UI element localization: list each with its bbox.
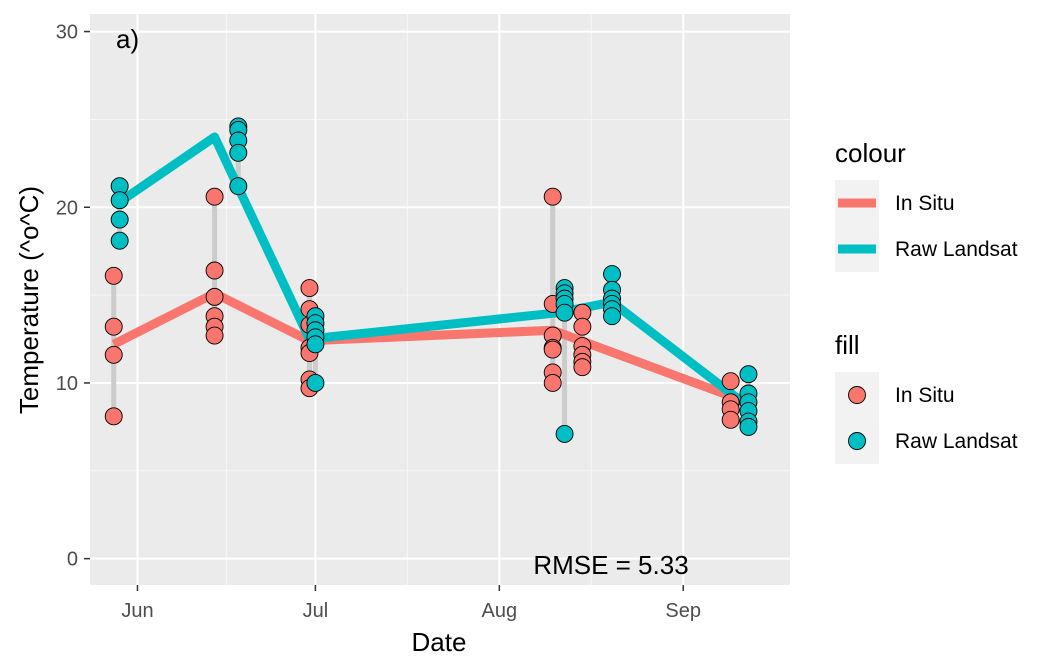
data-point-raw-landsat	[603, 307, 621, 326]
data-point-in-situ	[104, 345, 123, 364]
data-point-in-situ	[205, 326, 224, 345]
legend: colour In Situ Raw Landsat fill In Situ Raw L…	[835, 138, 1018, 464]
legend-label: Raw Landsat	[895, 238, 1018, 261]
data-points	[104, 117, 758, 443]
x-axis-title: Date	[412, 627, 467, 657]
data-point-raw-landsat	[603, 265, 621, 283]
data-point-raw-landsat	[739, 365, 758, 384]
data-point-in-situ	[573, 317, 592, 336]
data-point-raw-landsat	[229, 177, 248, 196]
y-axis-title: Temperature (^o^C)	[14, 186, 44, 414]
data-point-raw-landsat	[306, 335, 325, 354]
legend-label: In Situ	[895, 384, 955, 407]
legend-label: In Situ	[895, 192, 955, 215]
y-tick-labels: 0 10 20 30	[56, 22, 78, 571]
x-tick-label: Jul	[303, 600, 329, 622]
data-point-in-situ	[104, 266, 123, 285]
data-point-in-situ	[104, 317, 123, 336]
panel-tag: a)	[116, 24, 139, 54]
series-line-raw-landsat	[117, 132, 746, 406]
legend-title: colour	[835, 138, 906, 168]
data-point-raw-landsat	[306, 374, 325, 392]
legend-title: fill	[835, 330, 860, 360]
data-point-raw-landsat	[739, 417, 758, 436]
data-point-in-situ	[104, 407, 123, 426]
legend-point-swatch	[848, 432, 866, 450]
data-point-in-situ	[205, 287, 224, 306]
data-point-in-situ	[205, 187, 224, 206]
data-point-raw-landsat	[229, 143, 248, 162]
data-point-in-situ	[721, 372, 740, 391]
data-point-in-situ	[721, 410, 740, 429]
data-point-in-situ	[543, 187, 562, 206]
data-point-raw-landsat	[110, 191, 129, 210]
data-point-in-situ	[205, 261, 224, 280]
data-point-raw-landsat	[555, 424, 574, 443]
data-point-raw-landsat	[110, 231, 129, 250]
data-point-raw-landsat	[110, 210, 129, 229]
data-point-raw-landsat	[555, 303, 574, 322]
legend-label: Raw Landsat	[895, 430, 1018, 453]
data-point-in-situ	[543, 340, 562, 359]
rmse-annotation: RMSE = 5.33	[533, 550, 688, 580]
y-tick-label: 10	[56, 373, 78, 395]
data-point-in-situ	[573, 358, 592, 377]
x-tick-label: Jun	[121, 600, 153, 622]
axis-ticks	[84, 30, 684, 591]
x-tick-labels: Jun Jul Aug Sep	[121, 600, 701, 622]
legend-point-swatch	[848, 386, 866, 404]
data-point-in-situ	[300, 279, 319, 298]
data-point-in-situ	[543, 374, 562, 392]
y-tick-label: 30	[56, 22, 78, 44]
major-gridlines	[90, 14, 790, 585]
y-tick-label: 20	[56, 197, 78, 219]
x-tick-label: Aug	[482, 600, 518, 622]
x-tick-label: Sep	[665, 600, 701, 622]
y-tick-label: 0	[67, 549, 78, 571]
